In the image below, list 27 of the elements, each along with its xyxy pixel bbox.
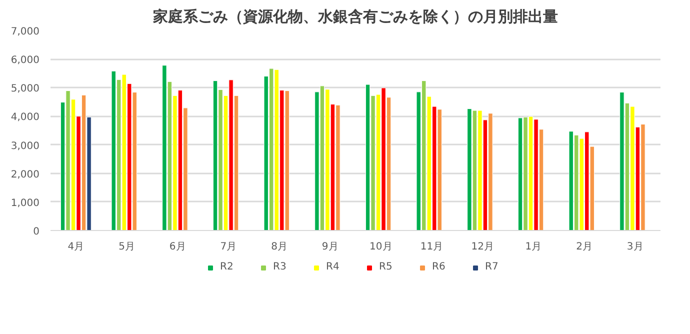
legend-label: R7 (485, 262, 500, 272)
y-tick-label: 4,000 (10, 112, 40, 124)
x-tick-label: 3月 (626, 242, 644, 252)
legend-label: R3 (273, 262, 288, 272)
y-tick-label: 7,000 (10, 26, 40, 38)
chart-title: 家庭系ごみ（資源化物、水銀含有ごみを除く）の月別排出量 (152, 8, 558, 26)
y-tick-label: 2,000 (10, 169, 40, 180)
x-tick-label: 12月 (471, 242, 494, 252)
x-tick-label: 1月 (525, 242, 542, 252)
y-tick-label: 3,000 (10, 140, 40, 152)
x-tick-label: 11月 (420, 242, 444, 252)
legend-label: R5 (379, 262, 394, 272)
legend-label: R4 (326, 262, 340, 272)
x-tick-label: 5月 (118, 242, 135, 252)
x-tick-label: 9月 (322, 242, 338, 252)
y-tick-label: 1,000 (10, 198, 40, 209)
x-tick-label: 10月 (370, 242, 392, 252)
legend-label: R2 (220, 262, 234, 272)
x-tick-label: 4月 (68, 242, 84, 252)
x-tick-label: 2月 (576, 242, 592, 252)
x-tick-label: 7月 (220, 242, 237, 252)
y-tick-label: 0 (33, 226, 40, 238)
y-tick-label: 6,000 (10, 55, 40, 66)
x-tick-label: 8月 (271, 242, 288, 252)
x-tick-label: 6月 (169, 242, 186, 252)
legend-label: R6 (432, 262, 446, 272)
y-tick-label: 5,000 (10, 84, 40, 95)
